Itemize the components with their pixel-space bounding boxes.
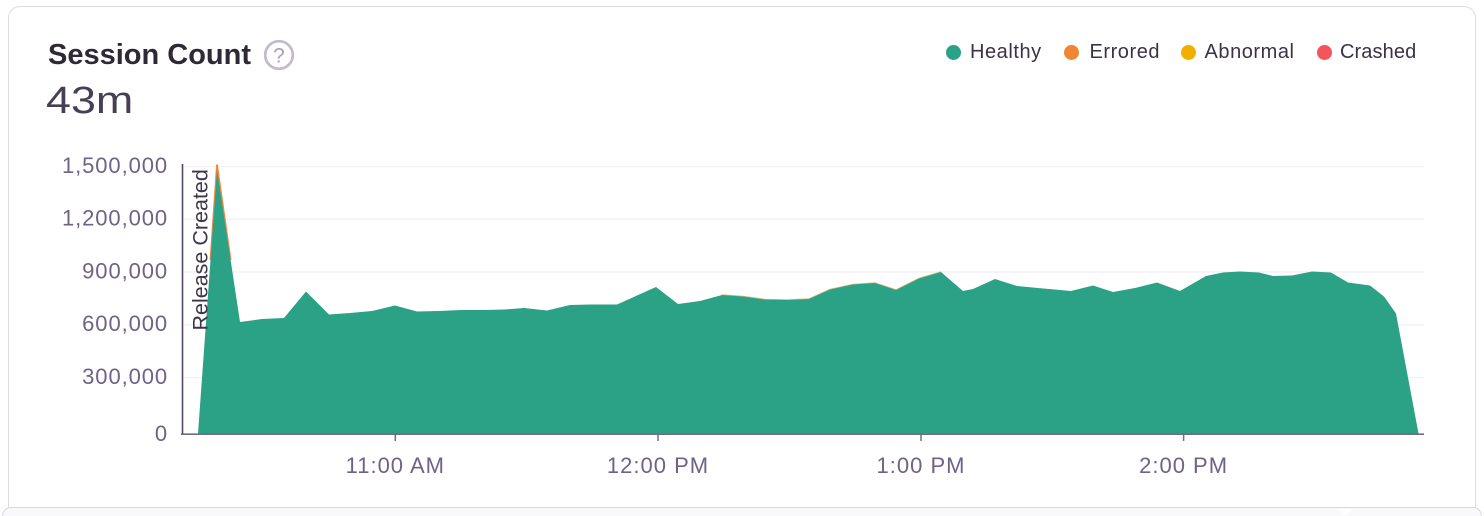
svg-text:600,000: 600,000 bbox=[82, 311, 168, 336]
svg-text:300,000: 300,000 bbox=[82, 364, 168, 389]
svg-text:0: 0 bbox=[155, 421, 168, 446]
svg-text:?: ? bbox=[273, 45, 285, 68]
svg-text:12:00 PM: 12:00 PM bbox=[607, 453, 709, 478]
svg-text:11:00 AM: 11:00 AM bbox=[346, 453, 445, 478]
svg-text:2:00 PM: 2:00 PM bbox=[1139, 453, 1228, 478]
svg-text:1,500,000: 1,500,000 bbox=[62, 153, 168, 178]
svg-text:1,200,000: 1,200,000 bbox=[62, 206, 168, 231]
svg-text:1:00 PM: 1:00 PM bbox=[877, 453, 966, 478]
svg-text:Release Created: Release Created bbox=[189, 169, 213, 330]
svg-text:900,000: 900,000 bbox=[82, 259, 168, 284]
